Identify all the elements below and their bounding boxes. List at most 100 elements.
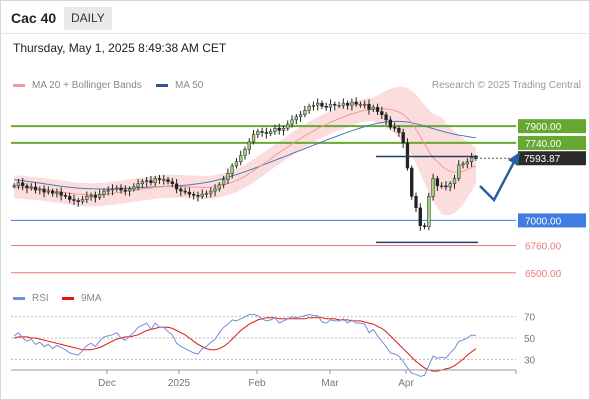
rsi-tick-50: 50 — [524, 334, 536, 345]
candle-body — [457, 164, 461, 179]
candle-body — [93, 195, 98, 198]
level-tag-7900 — [518, 119, 586, 134]
x-tick-label-Mar: Mar — [321, 378, 339, 389]
candle-body — [418, 207, 422, 226]
candle-body — [414, 196, 418, 209]
rsi-swatch — [13, 297, 25, 300]
level-label-6760: 6760.00 — [525, 242, 562, 253]
forecast-arrow — [479, 161, 516, 203]
level-label-7900: 7900.00 — [525, 122, 562, 133]
legend-rsi-label: RSI — [32, 293, 49, 304]
candle-body — [316, 102, 320, 106]
candle-body — [110, 188, 115, 191]
candle-body — [145, 180, 149, 182]
legend-ma20: MA 20 + Bollinger Bands — [13, 80, 142, 91]
candle-body — [422, 225, 427, 227]
x-tick-label-Dec: Dec — [98, 378, 116, 389]
candle-body — [170, 181, 174, 185]
candle-body — [311, 104, 316, 107]
candle-body — [320, 102, 324, 107]
bollinger-band — [14, 86, 476, 216]
level-tag-7000 — [518, 213, 586, 228]
candle-body — [179, 188, 183, 192]
title-bar: Cac 40 DAILY — [0, 0, 590, 34]
candle-body — [196, 195, 200, 197]
candle-body — [264, 132, 269, 134]
ma9-line — [13, 317, 477, 372]
level-label-7000: 7000.00 — [525, 216, 562, 227]
candle-body — [294, 116, 298, 121]
legend-ma50-label: MA 50 — [175, 80, 204, 91]
candle-body — [183, 190, 187, 193]
rsi-panel: 30 50 70 — [11, 313, 536, 377]
candle-body — [239, 155, 243, 163]
ma9-swatch — [62, 297, 74, 300]
candle-body — [166, 179, 170, 182]
candle-body — [324, 106, 328, 108]
candle-body — [350, 101, 354, 106]
candle-body — [89, 195, 93, 197]
candle-body — [277, 128, 281, 131]
candle-body — [21, 182, 25, 187]
candle-body — [469, 157, 474, 163]
candle-body — [187, 191, 192, 195]
candle-body — [337, 104, 341, 107]
legend-ma50: MA 50 — [156, 80, 203, 91]
candle-body — [217, 184, 221, 190]
instrument-name: Cac 40 — [11, 10, 57, 26]
candle-body — [427, 196, 431, 227]
candle-body — [354, 101, 358, 105]
legend-ma9-label: 9MA — [81, 293, 102, 304]
candle-body — [345, 102, 350, 106]
candle-body — [290, 119, 294, 125]
candle-body — [85, 196, 89, 200]
candle-body — [123, 189, 127, 192]
candle-body — [230, 165, 234, 174]
candle-body — [174, 183, 179, 190]
candle-body — [371, 107, 375, 110]
candle-body — [157, 178, 162, 180]
candle-body — [97, 193, 102, 198]
candle-body — [136, 183, 140, 188]
candle-body — [33, 186, 38, 191]
last-price-label: 7593.87 — [524, 154, 561, 165]
candle-body — [461, 163, 465, 166]
candle-body — [234, 161, 239, 167]
candle-body — [209, 190, 213, 194]
ma50-line — [14, 120, 476, 190]
x-tick-label-2025: 2025 — [168, 378, 191, 389]
candle-body — [50, 190, 55, 194]
rsi-tick-70: 70 — [524, 313, 536, 324]
candle-body — [341, 102, 345, 106]
legend-ma9: 9MA — [62, 293, 102, 304]
candle-body — [328, 103, 333, 108]
candle-body — [367, 103, 371, 110]
last-price-tag — [518, 151, 586, 166]
timestamp: Thursday, May 1, 2025 8:49:38 AM CET — [13, 41, 227, 55]
candle-body — [247, 141, 251, 150]
candle-body — [452, 178, 457, 185]
candle-body — [80, 199, 85, 202]
candle-body — [256, 131, 260, 135]
candle-body — [384, 114, 388, 121]
candle-body — [435, 178, 440, 187]
candle-body — [42, 188, 46, 193]
candle-body — [12, 185, 16, 188]
candle-body — [72, 199, 76, 201]
candle-body — [200, 193, 204, 197]
candle-body — [380, 111, 384, 115]
candle-body — [59, 191, 63, 196]
candle-body — [405, 142, 410, 169]
period-selector[interactable]: DAILY — [64, 7, 112, 30]
candle-body — [162, 179, 166, 181]
candle-body — [307, 106, 311, 111]
candle-body — [465, 161, 469, 165]
candle-body — [46, 190, 50, 193]
candle-body — [149, 180, 153, 183]
candle-body — [251, 134, 256, 143]
legend-rsi: RSI — [13, 293, 49, 304]
candle-body — [55, 191, 59, 194]
candle-body — [281, 128, 286, 131]
candle-body — [192, 193, 196, 196]
